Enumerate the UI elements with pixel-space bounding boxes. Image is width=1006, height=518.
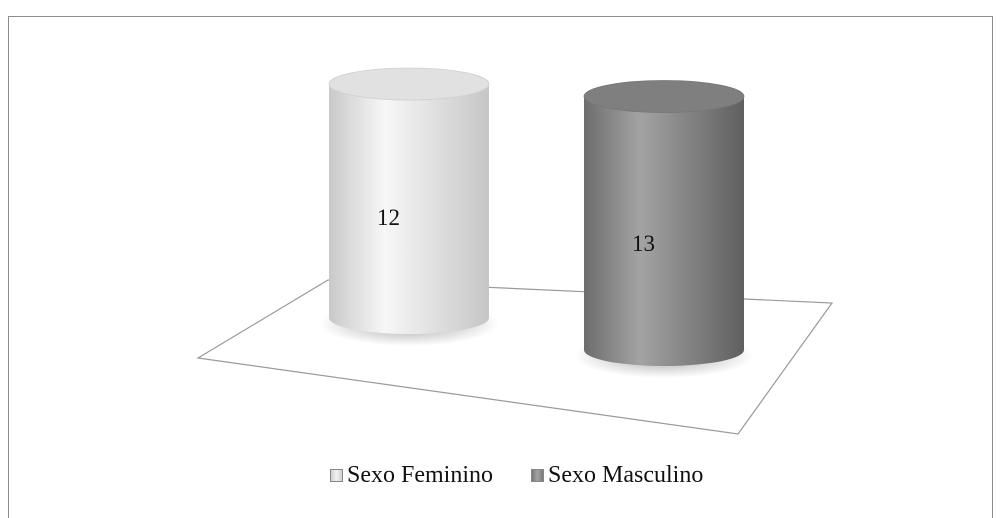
bar-top-sexo-feminino [328, 67, 490, 101]
chart-frame [8, 16, 993, 518]
bar-sexo-feminino [329, 84, 489, 334]
bar-sexo-masculino [584, 96, 744, 366]
legend-label-feminino: Sexo Feminino [347, 462, 494, 488]
floor-plane [196, 279, 834, 435]
legend-swatch-masculino [531, 469, 545, 482]
legend-item-masculino: Sexo Masculino [531, 462, 703, 489]
data-label-sexo-feminino: 12 [377, 205, 400, 230]
data-label-sexo-masculino: 13 [632, 231, 655, 256]
legend-item-feminino: Sexo Feminino [330, 462, 493, 489]
legend-label-masculino: Sexo Masculino [548, 462, 704, 488]
bar-top-sexo-masculino [583, 80, 745, 113]
legend-swatch-feminino [330, 469, 343, 482]
legend: Sexo Feminino Sexo Masculino [330, 462, 703, 489]
